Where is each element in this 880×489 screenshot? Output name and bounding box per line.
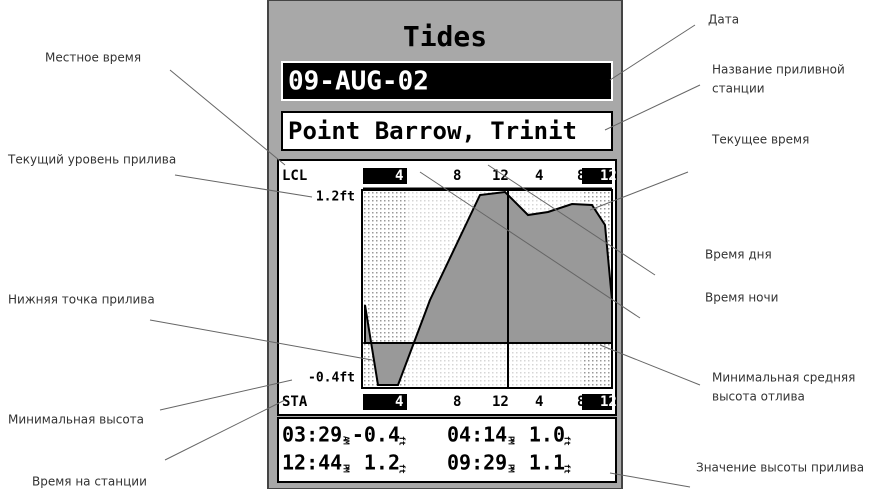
height-unit: ft (563, 436, 572, 446)
tide-time: 12:44 (282, 451, 342, 475)
local-label: LCL (282, 168, 307, 184)
am-pm: AM (342, 436, 351, 445)
tide-height: 1.0 (529, 423, 565, 447)
hour-label: 8 (577, 168, 585, 184)
tide-height: -0.4 (352, 423, 400, 447)
tide-height: 1.2 (364, 451, 400, 475)
callout-label: Дата (708, 13, 739, 27)
high-level: 1.2ft (316, 190, 355, 205)
diagram: Tides 09-AUG-02 Point Barrow, Trinit LCL… (0, 0, 880, 489)
hour-label: 12 (600, 168, 617, 184)
hour-label: 12 (492, 394, 509, 410)
callout-label: Время ночи (705, 291, 778, 305)
hour-label: 12 (368, 168, 385, 184)
date-text: 09-AUG-02 (288, 67, 429, 97)
low-level: -0.4ft (308, 371, 355, 386)
callout-label: Время на станции (32, 475, 147, 489)
callout-label: Название приливной (712, 63, 845, 77)
callout-label: станции (712, 82, 765, 96)
hour-label: 12 (600, 394, 617, 410)
height-unit: ft (563, 464, 572, 474)
tide-height: 1.1 (529, 451, 565, 475)
hour-label: 4 (535, 168, 543, 184)
screen-title: Tides (403, 20, 487, 53)
hour-label: 8 (453, 168, 461, 184)
tide-time: 03:29 (282, 423, 342, 447)
hour-label: 4 (535, 394, 543, 410)
tide-time: 04:14 (447, 423, 507, 447)
am-pm: PM (342, 464, 351, 473)
callout-label: Время дня (705, 248, 772, 262)
am-pm: PM (507, 436, 516, 445)
hour-label: 4 (395, 394, 403, 410)
hour-label: 8 (577, 394, 585, 410)
callout-label: Минимальная средняя (712, 371, 855, 385)
station-label: STA (282, 394, 308, 410)
hour-label: 8 (453, 394, 461, 410)
height-unit: ft (398, 464, 407, 474)
callout-label: Местное время (45, 51, 141, 65)
hour-label: 4 (395, 168, 403, 184)
hour-label: 12 (368, 394, 385, 410)
tide-time: 09:29 (447, 451, 507, 475)
am-pm: PM (507, 464, 516, 473)
callout-label: Минимальная высота (8, 413, 144, 427)
height-unit: ft (398, 436, 407, 446)
hour-label: 12 (492, 168, 509, 184)
callout-label: Текущий уровень прилива (7, 153, 176, 167)
callout-label: Нижняя точка прилива (8, 293, 155, 307)
callout-label: Значение высоты прилива (696, 461, 864, 475)
station-text: Point Barrow, Trinit (288, 117, 577, 145)
callout-label: высота отлива (712, 390, 805, 404)
callout-label: Текущее время (711, 133, 809, 147)
